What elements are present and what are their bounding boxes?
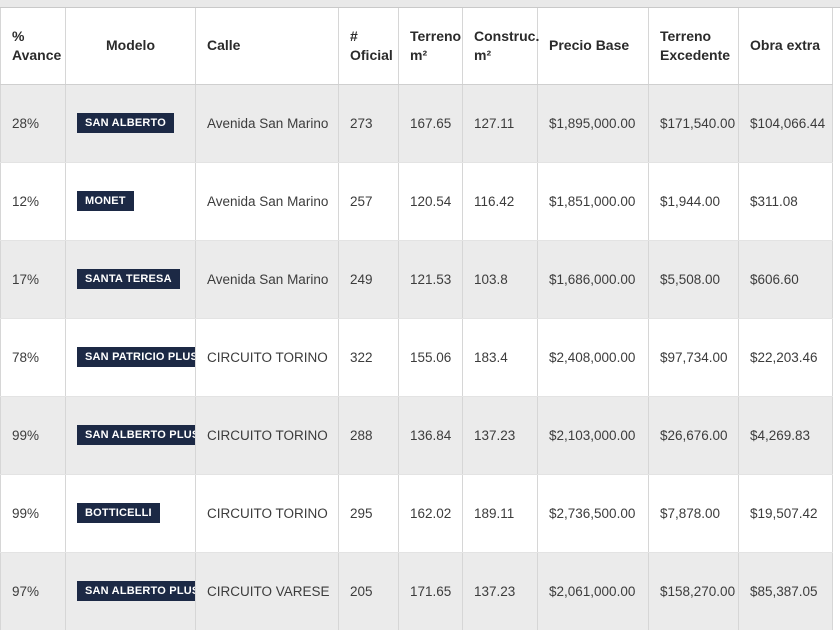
- table-row[interactable]: 12% MONET Avenida San Marino 257 120.54 …: [0, 162, 833, 241]
- cell-modelo: SANTA TERESA: [65, 240, 196, 319]
- cell-terreno: 155.06: [398, 318, 463, 397]
- cell-modelo: MONET: [65, 162, 196, 241]
- cell-excedente: $5,508.00: [648, 240, 739, 319]
- cell-obra: $22,203.46: [738, 318, 833, 397]
- cell-oficial: 249: [338, 240, 399, 319]
- table-row[interactable]: 99% SAN ALBERTO PLUS CIRCUITO TORINO 288…: [0, 396, 833, 475]
- cell-oficial: 295: [338, 474, 399, 553]
- cell-terreno: 162.02: [398, 474, 463, 553]
- cell-excedente: $7,878.00: [648, 474, 739, 553]
- cell-obra: $4,269.83: [738, 396, 833, 475]
- cell-terreno: 120.54: [398, 162, 463, 241]
- table-row[interactable]: 99% BOTTICELLI CIRCUITO TORINO 295 162.0…: [0, 474, 833, 553]
- cell-precio: $2,061,000.00: [537, 552, 649, 630]
- col-header-modelo[interactable]: Modelo: [65, 8, 196, 85]
- cell-modelo: SAN ALBERTO PLUS: [65, 552, 196, 630]
- cell-avance: 97%: [0, 552, 66, 630]
- cell-construc: 137.23: [462, 552, 538, 630]
- table-row[interactable]: 78% SAN PATRICIO PLUS CIRCUITO TORINO 32…: [0, 318, 833, 397]
- cell-construc: 116.42: [462, 162, 538, 241]
- model-badge: BOTTICELLI: [77, 503, 160, 523]
- cell-precio: $1,851,000.00: [537, 162, 649, 241]
- cell-excedente: $158,270.00: [648, 552, 739, 630]
- cell-obra: $19,507.42: [738, 474, 833, 553]
- cell-excedente: $171,540.00: [648, 84, 739, 163]
- col-header-construc[interactable]: Construc. m²: [462, 8, 539, 85]
- cell-oficial: 205: [338, 552, 399, 630]
- cell-calle: CIRCUITO VARESE: [195, 552, 339, 630]
- col-header-avance[interactable]: % Avance: [0, 8, 66, 85]
- cell-calle: CIRCUITO TORINO: [195, 318, 339, 397]
- cell-obra: $606.60: [738, 240, 833, 319]
- cell-avance: 28%: [0, 84, 66, 163]
- cell-avance: 78%: [0, 318, 66, 397]
- col-header-precio[interactable]: Precio Base: [537, 8, 649, 85]
- col-header-oficial[interactable]: # Oficial: [338, 8, 399, 85]
- table-row[interactable]: 97% SAN ALBERTO PLUS CIRCUITO VARESE 205…: [0, 552, 833, 630]
- cell-modelo: SAN ALBERTO: [65, 84, 196, 163]
- header-row: % Avance Modelo Calle # Oficial Terreno …: [0, 8, 833, 85]
- cell-construc: 189.11: [462, 474, 538, 553]
- cell-terreno: 121.53: [398, 240, 463, 319]
- col-header-terreno[interactable]: Terreno m²: [398, 8, 463, 85]
- cell-precio: $2,103,000.00: [537, 396, 649, 475]
- cell-calle: Avenida San Marino: [195, 162, 339, 241]
- cell-avance: 17%: [0, 240, 66, 319]
- col-header-obra[interactable]: Obra extra: [738, 8, 833, 85]
- grid-top-strip: [0, 0, 840, 8]
- cell-calle: Avenida San Marino: [195, 84, 339, 163]
- cell-modelo: BOTTICELLI: [65, 474, 196, 553]
- properties-table: % Avance Modelo Calle # Oficial Terreno …: [0, 8, 833, 630]
- cell-excedente: $97,734.00: [648, 318, 739, 397]
- model-badge: SAN ALBERTO: [77, 113, 175, 133]
- cell-oficial: 322: [338, 318, 399, 397]
- cell-calle: CIRCUITO TORINO: [195, 396, 339, 475]
- cell-precio: $1,895,000.00: [537, 84, 649, 163]
- cell-obra: $104,066.44: [738, 84, 833, 163]
- col-header-excedente[interactable]: Terreno Excedente: [648, 8, 739, 85]
- cell-construc: 127.11: [462, 84, 538, 163]
- model-badge: SAN ALBERTO PLUS: [77, 425, 195, 445]
- col-header-calle[interactable]: Calle: [195, 8, 339, 85]
- cell-obra: $85,387.05: [738, 552, 833, 630]
- model-badge: MONET: [77, 191, 134, 211]
- cell-precio: $1,686,000.00: [537, 240, 649, 319]
- cell-modelo: SAN ALBERTO PLUS: [65, 396, 196, 475]
- cell-oficial: 273: [338, 84, 399, 163]
- cell-oficial: 288: [338, 396, 399, 475]
- cell-terreno: 167.65: [398, 84, 463, 163]
- table-row[interactable]: 28% SAN ALBERTO Avenida San Marino 273 1…: [0, 84, 833, 163]
- cell-excedente: $1,944.00: [648, 162, 739, 241]
- cell-excedente: $26,676.00: [648, 396, 739, 475]
- cell-modelo: SAN PATRICIO PLUS: [65, 318, 196, 397]
- cell-calle: CIRCUITO TORINO: [195, 474, 339, 553]
- cell-construc: 103.8: [462, 240, 538, 319]
- cell-construc: 183.4: [462, 318, 538, 397]
- cell-avance: 12%: [0, 162, 66, 241]
- cell-avance: 99%: [0, 396, 66, 475]
- cell-precio: $2,736,500.00: [537, 474, 649, 553]
- cell-construc: 137.23: [462, 396, 538, 475]
- cell-terreno: 136.84: [398, 396, 463, 475]
- cell-avance: 99%: [0, 474, 66, 553]
- table-row[interactable]: 17% SANTA TERESA Avenida San Marino 249 …: [0, 240, 833, 319]
- cell-oficial: 257: [338, 162, 399, 241]
- cell-calle: Avenida San Marino: [195, 240, 339, 319]
- cell-precio: $2,408,000.00: [537, 318, 649, 397]
- model-badge: SAN ALBERTO PLUS: [77, 581, 195, 601]
- model-badge: SANTA TERESA: [77, 269, 180, 289]
- cell-terreno: 171.65: [398, 552, 463, 630]
- model-badge: SAN PATRICIO PLUS: [77, 347, 195, 367]
- cell-obra: $311.08: [738, 162, 833, 241]
